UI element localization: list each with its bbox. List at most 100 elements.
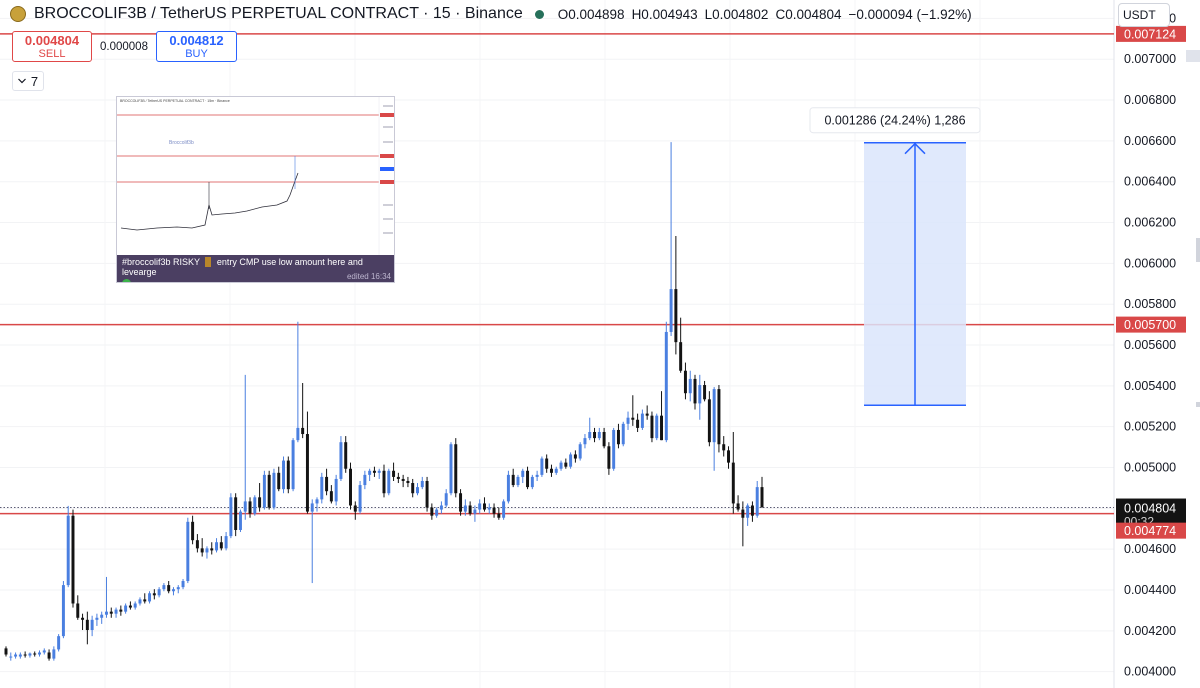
candle-body [664,331,668,441]
embedded-screenshot: BROCCOLIF3B / TetherUS PERPETUAL CONTRAC… [116,96,395,283]
candle-body [430,507,434,516]
candle-body [435,509,439,516]
currency-select[interactable]: USDT [1118,3,1170,27]
candle-body [152,593,156,596]
sell-button[interactable]: 0.004804 SELL [12,31,92,62]
candle-body [444,493,448,506]
candle-body [148,593,152,602]
candle-body [521,470,525,477]
inset-message: #broccolif3b RISKY entry CMP use low amo… [117,255,394,282]
candle-body [688,378,692,394]
candle-body [238,511,242,530]
buy-label: BUY [185,48,208,60]
price-tag-level: 0.005700 [1124,318,1176,332]
currency-label: USDT [1123,8,1156,22]
candle-body [669,289,673,332]
inset-price-tag [380,167,394,171]
candle-body [176,587,180,590]
candle-body [377,470,381,473]
candle-body [33,653,37,655]
price-tick-label: 0.005800 [1124,297,1176,311]
candle-body [42,650,46,653]
candle-body [47,652,51,659]
close-value: C0.004804 [775,6,842,22]
candle-body [200,548,204,553]
candle-body [4,648,8,655]
inset-tick [383,218,393,220]
candle-body [162,585,166,590]
candle-body [511,474,515,486]
candle-body [128,605,132,608]
candle-body [71,515,75,604]
candle-body [66,515,70,586]
price-tick-label: 0.004000 [1124,665,1176,679]
candle-body [320,476,324,500]
candle-body [310,503,314,512]
candle-body [315,499,319,504]
candle-body [597,431,601,439]
candle-body [23,654,27,656]
chevron-down-icon [17,78,26,84]
buy-button[interactable]: 0.004812 BUY [156,31,237,62]
candle-body [727,450,730,463]
price-tick-label: 0.006600 [1124,134,1176,148]
candle-body [549,468,553,473]
candle-body [420,480,424,488]
inset-tick [383,141,393,143]
inset-watermark: Broccolif3b [169,140,194,146]
candle-body [416,487,419,494]
candle-body [305,434,309,512]
candle-body [454,444,458,494]
candle-body [143,599,147,602]
candle-body [679,342,683,371]
inset-tick [383,232,393,234]
indicators-toggle-button[interactable]: 7 [12,71,44,91]
candle-body [712,389,716,443]
candle-body [349,468,352,506]
candle-body [301,427,305,435]
price-tick-label: 0.005200 [1124,420,1176,434]
candle-body [459,493,463,512]
candle-body [645,413,649,416]
candle-body [76,603,80,618]
price-tag-low-bg [1116,522,1186,539]
candle-body [439,505,443,510]
candle-body [353,505,357,512]
candle-body [248,501,252,514]
side-handle[interactable] [1196,238,1200,262]
candle-body [731,462,735,504]
candle-body [28,653,32,656]
candle-body [119,609,123,612]
candle-body [760,487,764,508]
candle-body [540,458,544,475]
candle-body [243,501,247,512]
price-tag-low: 0.004774 [1124,524,1176,538]
side-handle[interactable] [1196,402,1200,407]
candle-body [478,503,482,510]
candle-body [334,478,338,502]
inset-bg [117,97,394,255]
candle-body [602,431,606,447]
price-tick-label: 0.006200 [1124,216,1176,230]
candle-body [296,427,300,441]
price-tick-label: 0.005400 [1124,379,1176,393]
candle-body [219,542,223,549]
candle-body [38,652,41,655]
candle-body [573,454,577,459]
candle-body [516,476,520,486]
candle-body [736,503,740,510]
scroll-handle[interactable] [1186,50,1200,62]
candle-body [674,289,678,343]
candle-body [81,617,85,620]
candle-body [114,609,118,614]
candle-body [124,605,128,612]
inset-price-tag [380,113,394,117]
candle-body [258,497,262,508]
price-tick-label: 0.006800 [1124,93,1176,107]
symbol-title[interactable]: BROCCOLIF3B / TetherUS PERPETUAL CONTRAC… [34,5,523,22]
price-tick-label: 0.005000 [1124,461,1176,475]
price-tick-label: 0.004600 [1124,542,1176,556]
candle-body [473,509,477,514]
inset-tick [383,204,393,206]
barrier-icon [205,257,212,267]
